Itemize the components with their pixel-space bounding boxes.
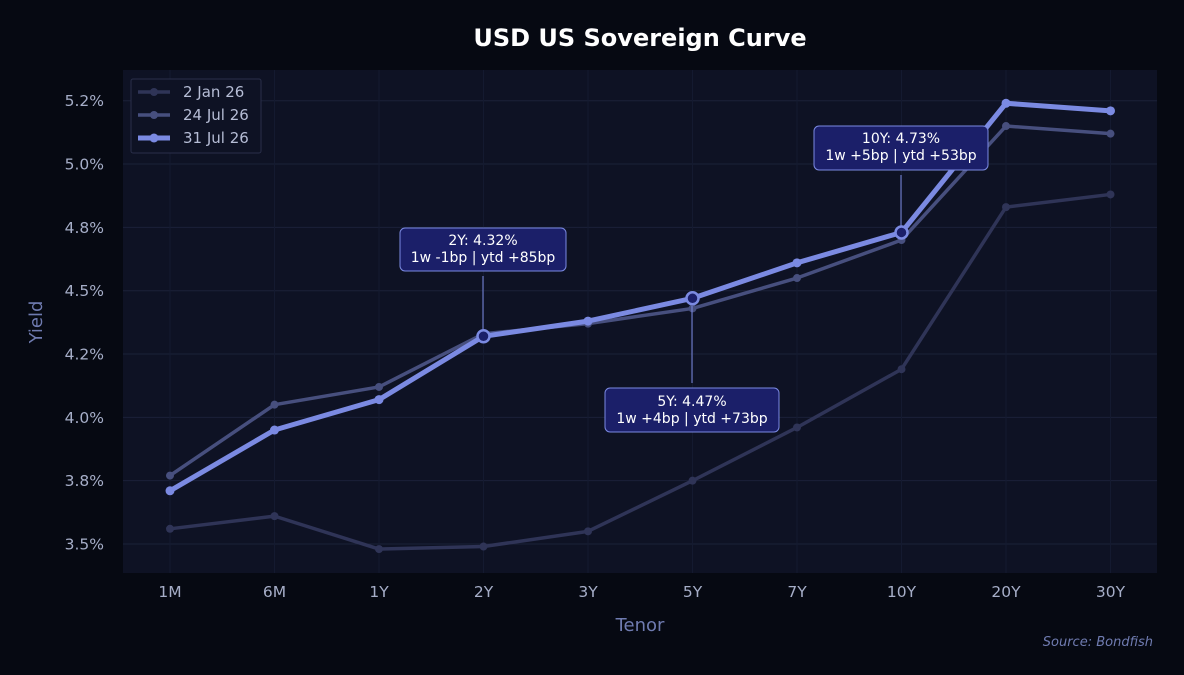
legend-marker-2jan26 [150,88,158,96]
annotations: 2Y: 4.32% 1w -1bp | ytd +85bp 5Y: 4.47% … [399,125,989,433]
y-tick-label-0: 3.5% [65,536,104,554]
y-tick-label-3: 4.2% [65,346,104,364]
data-point-24jul26-6m [270,400,279,409]
data-point-2jan26-10y [897,365,906,374]
x-tick-labels: 1M 6M 1Y 2Y 3Y 5Y 7Y 10Y 20Y 30Y [158,583,1125,601]
data-point-24jul26-7y [793,274,801,283]
series-line-24jul26 [168,124,1113,478]
x-tick-label-6m: 6M [263,583,286,601]
annotation-5y: 5Y: 4.47% 1w +4bp | ytd +73bp [604,306,780,433]
legend-marker-31jul26 [149,133,159,143]
annotation-10y-box [813,125,989,171]
legend-label-24jul26: 24 Jul 26 [183,106,249,124]
annotation-2y-line1: 2Y: 4.32% [448,233,517,249]
annotation-10y-line1: 10Y: 4.73% [862,131,940,147]
annotation-5y-line1: 5Y: 4.47% [657,394,726,410]
y-tick-label-4: 4.5% [65,282,104,300]
y-axis-label: Yield [26,301,47,345]
y-tick-label-7: 5.2% [65,92,104,110]
series-line-2jan26 [168,192,1113,551]
data-point-2jan26-20y [1002,203,1010,212]
annotation-2y: 2Y: 4.32% 1w -1bp | ytd +85bp [399,227,567,329]
y-tick-label-1: 3.8% [65,472,104,490]
data-point-31jul26-20y [1001,98,1011,108]
legend-marker-24jul26 [150,111,158,119]
x-tick-label-5y: 5Y [683,583,703,601]
x-tick-label-1m: 1M [158,583,181,601]
data-point-24jul26-1y [375,382,383,391]
data-point-31jul26-1y [374,395,384,405]
x-tick-label-10y: 10Y [887,583,917,601]
legend: 2 Jan 26 24 Jul 26 31 Jul 26 [130,78,262,154]
data-point-31jul26-6m [270,425,279,435]
legend-label-2jan26: 2 Jan 26 [183,83,244,101]
legend-box [130,78,262,154]
annotation-10y: 10Y: 4.73% 1w +5bp | ytd +53bp [813,125,989,227]
x-tick-label-1y: 1Y [369,583,389,601]
data-point-2jan26-1y [375,545,383,554]
data-point-2jan26-7y [793,423,801,432]
data-point-2jan26-5y [688,476,697,485]
annotation-2y-box [399,227,567,272]
series-lines [165,98,1115,554]
x-axis-label: Tenor [615,615,665,636]
series-2jan26 [166,190,1115,554]
data-point-31jul26-1m [165,486,175,496]
data-point-24jul26-20y [1002,122,1010,131]
legend-label-31jul26: 31 Jul 26 [183,129,249,147]
x-tick-label-2y: 2Y [474,583,494,601]
highlight-point-2y [476,329,491,344]
source-note: Source: Bondfish [1043,635,1153,650]
y-tick-labels: 3.5% 3.8% 4.0% 4.2% 4.5% 4.8% 5.0% 5.2% [65,92,104,553]
highlight-point-5y [685,291,700,306]
data-point-2jan26-2y [479,542,488,551]
x-tick-label-30y: 30Y [1096,583,1126,601]
plot-area [123,70,1157,573]
data-point-2jan26-30y [1106,190,1115,199]
y-tick-label-2: 4.0% [65,409,104,427]
data-point-2jan26-6m [270,512,279,521]
annotation-2y-line2: 1w -1bp | ytd +85bp [411,250,556,266]
y-tick-label-6: 5.0% [65,156,104,174]
data-point-24jul26-1m [166,471,174,480]
data-point-31jul26-3y [583,316,593,326]
data-point-24jul26-30y [1106,129,1115,138]
annotation-5y-box [604,387,780,433]
highlight-point-10y [894,225,909,240]
x-tick-label-3y: 3Y [578,583,598,601]
annotation-10y-line2: 1w +5bp | ytd +53bp [825,148,976,164]
x-tick-label-20y: 20Y [991,583,1021,601]
x-tick-label-7y: 7Y [787,583,807,601]
y-tick-label-5: 4.8% [65,219,104,237]
data-point-31jul26-30y [1106,106,1115,116]
data-point-2jan26-3y [584,527,592,536]
chart-title: USD US Sovereign Curve [473,24,806,52]
data-point-2jan26-1m [166,524,174,533]
annotation-5y-line2: 1w +4bp | ytd +73bp [616,411,767,427]
data-point-31jul26-7y [792,258,802,268]
